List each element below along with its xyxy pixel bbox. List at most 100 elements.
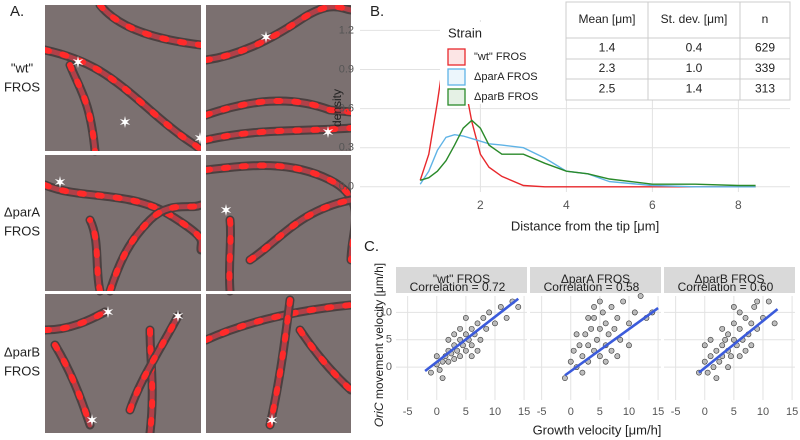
point xyxy=(480,314,487,321)
point xyxy=(562,375,568,382)
point xyxy=(445,336,452,343)
point xyxy=(620,298,627,305)
point xyxy=(608,304,615,310)
y-axis-label: OriC movement velocity [μm/h] xyxy=(372,263,386,427)
point xyxy=(451,331,458,338)
table-cell: 2.5 xyxy=(599,82,616,96)
fluorescent-foci xyxy=(107,202,204,294)
point xyxy=(611,325,618,332)
annotation: Correlation = 0.58 xyxy=(544,280,640,294)
x-tick-label: 0 xyxy=(434,406,440,418)
point xyxy=(497,304,504,310)
point xyxy=(515,304,522,310)
point xyxy=(716,358,723,365)
row-label: FROS xyxy=(4,79,40,94)
row-label: FROS xyxy=(4,363,40,378)
fluorescent-foci xyxy=(97,5,204,48)
legend-title: Strain xyxy=(448,25,482,40)
tip-marker xyxy=(54,176,66,188)
y-tick-label: 0.0 xyxy=(339,181,354,193)
table-cell: 1.4 xyxy=(686,82,703,96)
x-tick-label: 0 xyxy=(568,406,574,418)
point xyxy=(701,342,708,349)
point xyxy=(704,369,711,376)
point xyxy=(730,320,737,327)
fluorescent-foci xyxy=(267,297,293,428)
y-tick-label: 0.6 xyxy=(339,103,354,115)
facet-strip xyxy=(664,267,795,293)
point xyxy=(637,293,644,299)
row-label: ΔparB xyxy=(4,344,40,359)
annotation: Correlation = 0.72 xyxy=(410,280,506,294)
point xyxy=(602,320,609,327)
trend-line xyxy=(564,306,659,377)
point xyxy=(462,347,469,354)
point xyxy=(719,325,726,332)
point xyxy=(631,309,638,316)
point xyxy=(457,353,463,360)
table-cell: 2.3 xyxy=(599,61,616,75)
point xyxy=(445,358,452,365)
x-tick-label: 5 xyxy=(731,406,737,418)
x-tick-label: -5 xyxy=(403,406,413,418)
fluorescent-foci xyxy=(87,217,103,294)
x-tick-label: -5 xyxy=(671,406,681,418)
x-tick-label: 10 xyxy=(757,406,769,418)
point xyxy=(617,336,624,343)
point xyxy=(730,336,737,343)
tip-marker xyxy=(119,116,131,128)
tip-marker xyxy=(72,56,84,68)
point xyxy=(582,331,589,338)
fluorescent-foci xyxy=(226,217,234,294)
table-cell: 339 xyxy=(755,61,775,75)
y-axis-label-text: movement velocity [μm/h] xyxy=(372,263,386,403)
point xyxy=(725,364,731,371)
facet-title: ΔparA FROS xyxy=(561,272,630,286)
x-tick-label: 10 xyxy=(623,406,635,418)
fluorescent-foci xyxy=(247,197,351,263)
point xyxy=(596,325,603,332)
point xyxy=(736,309,743,316)
point xyxy=(591,304,597,310)
point xyxy=(608,347,615,354)
tip-marker xyxy=(266,414,278,426)
y-tick-label: 0.3 xyxy=(339,142,354,154)
point xyxy=(736,353,743,360)
point xyxy=(599,309,606,316)
fluorescent-foci xyxy=(203,125,351,143)
row-label: ΔparA xyxy=(4,204,40,219)
point xyxy=(742,314,749,321)
point xyxy=(728,353,734,360)
point xyxy=(605,331,612,338)
point xyxy=(710,364,717,371)
facet-title: ΔparB FROS xyxy=(694,272,764,286)
point xyxy=(436,366,443,373)
y-tick-label: 1.2 xyxy=(339,24,354,36)
tip-marker xyxy=(194,132,206,144)
tip-marker xyxy=(102,306,114,318)
point xyxy=(602,358,609,365)
point xyxy=(483,325,490,332)
y-tick-label: 5 xyxy=(386,334,392,346)
x-tick-label: 2 xyxy=(477,198,484,212)
filament xyxy=(45,47,204,153)
point xyxy=(428,369,434,376)
point xyxy=(457,325,463,332)
point xyxy=(722,336,729,343)
x-tick-label: 0 xyxy=(702,406,708,418)
point xyxy=(585,314,592,321)
y-tick-label: 10 xyxy=(380,306,392,318)
table-cell: 313 xyxy=(755,82,775,96)
point xyxy=(707,336,714,343)
fluorescent-foci xyxy=(45,309,108,333)
fluorescent-foci xyxy=(203,302,351,343)
point xyxy=(765,298,772,305)
fluorescent-foci xyxy=(147,327,156,433)
x-tick-label: 10 xyxy=(489,406,501,418)
point xyxy=(474,347,481,354)
annotation: Correlation = 0.60 xyxy=(678,280,774,294)
y-axis-label-gene: OriC xyxy=(372,402,386,427)
row-label: "wt" xyxy=(11,60,34,75)
point xyxy=(754,298,761,305)
x-axis-label: Growth velocity [μm/h] xyxy=(533,422,662,437)
